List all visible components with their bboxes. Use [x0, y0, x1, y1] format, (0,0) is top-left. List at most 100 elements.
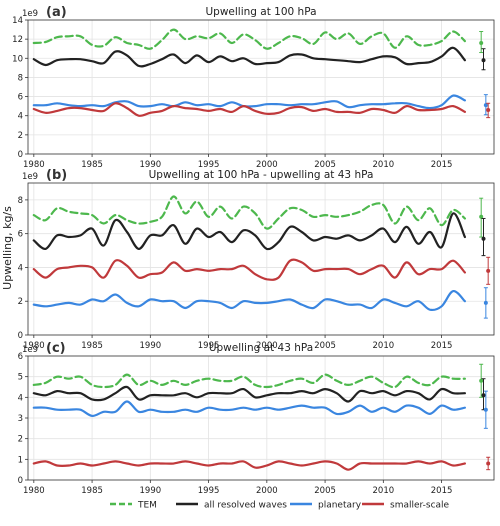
y-tick-label: 14 [12, 16, 23, 26]
errorbar-point [486, 107, 491, 112]
x-tick-label: 2010 [373, 341, 395, 351]
panel-label: (b) [46, 168, 67, 183]
errorbar-smaller-scale [486, 456, 491, 471]
panel-c: 1980 1985 1990 1995 2000 2005 2010 201501234561… [18, 341, 495, 496]
y-tick-label: 0 [18, 150, 23, 160]
y-tick-label: 8 [18, 73, 23, 83]
x-tick-label: 2000 [256, 486, 278, 496]
series-line-all-resolved-waves [32, 212, 466, 251]
figure-y-axis-label: Upwelling, kg/s [1, 206, 14, 290]
panel-title: Upwelling at 43 hPa [209, 342, 313, 354]
y-tick-label: 2 [18, 435, 23, 445]
series-line-all-resolved-waves [32, 385, 466, 403]
errorbar-point [481, 393, 486, 398]
y-tick-label: 6 [18, 230, 23, 240]
y-tick-label: 3 [18, 414, 23, 424]
y-tick-label: 6 [18, 93, 23, 103]
scale-label: 1e9 [22, 9, 38, 19]
plot-frame [27, 19, 495, 155]
x-tick-label: 1995 [198, 160, 220, 170]
series-line-TEM [32, 28, 466, 50]
y-tick-label: 0 [18, 331, 23, 341]
errorbar-point [479, 214, 484, 219]
legend-label: TEM [137, 501, 157, 511]
x-tick-label: 1985 [81, 486, 103, 496]
errorbar-planetary [483, 94, 488, 116]
x-tick-label: 1985 [81, 341, 103, 351]
x-tick-label: 2010 [373, 160, 395, 170]
errorbar-point [479, 378, 484, 383]
errorbar-planetary [483, 390, 488, 429]
x-tick-label: 2015 [431, 341, 453, 351]
panel-label: (c) [46, 341, 66, 356]
legend-item-all-resolved-waves: all resolved waves [176, 501, 287, 511]
errorbar-point [481, 58, 486, 63]
x-tick-label: 1980 [23, 341, 45, 351]
scale-label: 1e9 [22, 345, 38, 355]
series-line-smaller-scale [32, 460, 466, 471]
errorbar-smaller-scale [486, 256, 491, 285]
y-tick-label: 8 [18, 196, 23, 206]
errorbar-point [481, 236, 486, 241]
y-tick-label: 0 [18, 476, 23, 486]
series-line-smaller-scale [32, 258, 466, 281]
panel-label: (a) [46, 5, 67, 20]
series-line-planetary [32, 290, 466, 312]
y-tick-label: 12 [12, 35, 23, 45]
legend-label: smaller-scale [390, 501, 450, 511]
errorbar-point [486, 268, 491, 273]
scale-label: 1e9 [22, 172, 38, 182]
legend-label: all resolved waves [204, 501, 287, 511]
x-tick-label: 2005 [314, 486, 336, 496]
plot-frame [27, 182, 495, 336]
errorbar-smaller-scale [486, 102, 491, 119]
panel-title: Upwelling at 100 hPa - upwelling at 43 h… [149, 169, 374, 181]
legend-item-TEM: TEM [110, 501, 157, 511]
panel-title: Upwelling at 100 hPa [205, 6, 316, 18]
series-line-all-resolved-waves [32, 46, 466, 68]
x-tick-label: 2000 [256, 341, 278, 351]
y-tick-label: 2 [18, 297, 23, 307]
x-tick-label: 2005 [314, 160, 336, 170]
legend-item-smaller-scale: smaller-scale [362, 501, 450, 511]
x-tick-label: 1985 [81, 160, 103, 170]
y-tick-label: 4 [18, 393, 23, 403]
x-tick-label: 2010 [373, 486, 395, 496]
x-tick-label: 1990 [140, 160, 162, 170]
y-tick-label: 10 [12, 54, 23, 64]
errorbar-planetary [483, 287, 488, 319]
errorbar-all-resolved-waves [481, 48, 486, 71]
errorbar-point [486, 461, 491, 466]
x-tick-label: 2015 [431, 486, 453, 496]
series-line-planetary [32, 94, 466, 110]
errorbar-point [479, 40, 484, 45]
errorbar-point [483, 407, 488, 412]
legend: TEM all resolved waves planetary smaller-sc… [110, 501, 450, 511]
x-tick-label: 1995 [198, 486, 220, 496]
panel-b: 1980 1985 1990 1995 2000 2005 2010 2015 0 2 4 6 8 1e9… [18, 168, 495, 351]
x-tick-label: 1980 [23, 486, 45, 496]
x-tick-label: 2005 [314, 341, 336, 351]
series-line-TEM [32, 195, 466, 230]
series-line-planetary [32, 400, 466, 418]
x-tick-label: 1995 [198, 341, 220, 351]
errorbar-point [483, 300, 488, 305]
series-line-smaller-scale [32, 102, 466, 117]
errorbar-point [483, 103, 488, 108]
y-tick-label: 2 [18, 131, 23, 141]
x-tick-label: 2000 [256, 160, 278, 170]
panel-a: 1980 1985 1990 1995 2000 2005 2010 2015 0 2 4 6 8 10 1… [12, 5, 495, 170]
y-tick-label: 4 [18, 112, 23, 122]
errorbar-all-resolved-waves [481, 217, 486, 257]
y-tick-label: 4 [18, 263, 23, 273]
x-tick-label: 1990 [140, 486, 162, 496]
errorbar-TEM [479, 197, 484, 238]
x-tick-label: 1990 [140, 341, 162, 351]
series-line-TEM [32, 373, 466, 389]
x-tick-label: 1980 [23, 160, 45, 170]
legend-label: planetary [318, 501, 362, 511]
y-tick-label: 6 [18, 352, 23, 362]
errorbar-TEM [479, 363, 484, 398]
y-tick-label: 5 [18, 373, 23, 383]
